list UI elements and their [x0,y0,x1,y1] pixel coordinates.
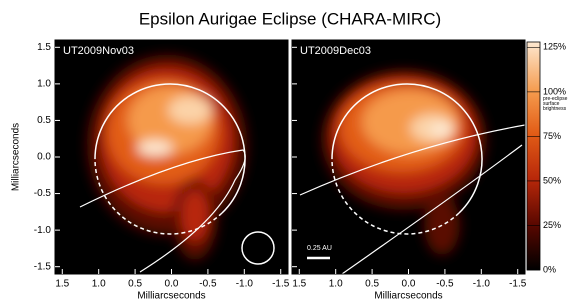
x-tick-label: 0.5 [128,279,142,290]
y-tick-label: -1.5 [34,261,52,272]
x-axis-label: Milliarcseconds [374,291,442,302]
panel-label: UT2009Nov03 [63,45,134,57]
x-tick-label: 1.5 [292,279,306,290]
colorbar-tick-label: 25% [543,220,561,230]
x-tick-label: 1.5 [55,279,69,290]
y-axis-label: Milliarcseconds [11,123,22,191]
y-tick-label: 0.5 [37,115,51,126]
x-tick-label: -1.5 [272,279,290,290]
x-tick-label: -1.0 [473,279,491,290]
y-tick-label: -1.0 [34,225,52,236]
panel-label: UT2009Dec03 [300,45,371,57]
figure: Epsilon Aurigae Eclipse (CHARA-MIRC) UT2… [0,0,574,303]
x-tick-label: 1.0 [329,279,343,290]
emission-blob [181,189,209,241]
colorbar-note: brightness [543,106,567,112]
colorbar-tick-label: 100% [543,86,566,96]
y-tick-label: 1.5 [37,42,51,53]
colorbar [527,42,540,270]
x-tick-label: 0.0 [165,279,179,290]
y-tick-label: 1.0 [37,79,51,90]
x-tick-label: 1.0 [92,279,106,290]
emission-blob [430,122,454,138]
y-tick-label: 0.0 [37,152,51,163]
x-tick-label: -0.5 [199,279,217,290]
colorbar-tick-label: 50% [543,175,561,185]
figure-title: Epsilon Aurigae Eclipse (CHARA-MIRC) [139,9,441,28]
x-axis-label: Milliarcseconds [137,291,205,302]
y-tick-label: -0.5 [34,188,52,199]
colorbar-tick-label: 75% [543,131,561,141]
emission-blob [168,96,212,124]
x-tick-label: -1.0 [236,279,254,290]
emission-blob [137,140,173,156]
scale-bar-label: 0.25 AU [307,245,332,252]
x-tick-label: -0.5 [436,279,454,290]
colorbar-tick-label: 0% [543,264,556,274]
x-tick-label: -1.5 [509,279,527,290]
x-tick-label: 0.5 [365,279,379,290]
colorbar-tick-label: 125% [543,42,566,52]
x-tick-label: 0.0 [402,279,416,290]
